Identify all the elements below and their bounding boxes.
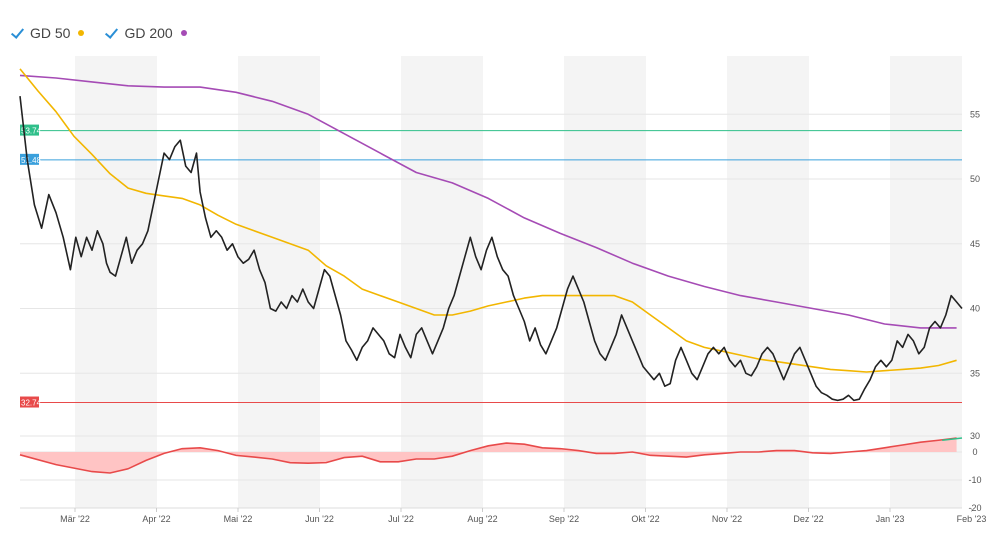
x-tick-label: Mär '22: [60, 514, 90, 524]
oscillator-line-tip: [942, 437, 963, 442]
x-tick-label: Feb '23: [957, 514, 987, 524]
level-label-box: [20, 124, 39, 136]
x-tick-label: Dez '22: [793, 514, 823, 524]
legend-item-gd50[interactable]: GD 50: [12, 25, 85, 41]
y-tick-label: 40: [970, 304, 980, 314]
y-tick-label: -10: [968, 475, 981, 485]
x-tick-label: Mai '22: [224, 514, 253, 524]
y-tick-label: 45: [970, 239, 980, 249]
legend: GD 50 GD 200: [12, 22, 187, 44]
y-tick-label: 50: [970, 174, 980, 184]
month-band: [75, 56, 157, 508]
month-band: [401, 56, 483, 508]
x-tick-label: Jan '23: [876, 514, 905, 524]
level-label: 51.48: [21, 156, 42, 165]
x-tick-label: Apr '22: [142, 514, 170, 524]
x-tick-label: Aug '22: [467, 514, 497, 524]
month-band: [727, 56, 809, 508]
oscillator-line: [19, 437, 957, 474]
x-tick-label: Sep '22: [549, 514, 579, 524]
month-band: [564, 56, 646, 508]
month-band: [890, 56, 962, 508]
month-band: [238, 56, 320, 508]
x-tick-label: Jul '22: [388, 514, 414, 524]
y-tick-label: 0: [972, 447, 977, 457]
gd200-line: [19, 74, 957, 329]
oscillator-area: [20, 438, 957, 473]
y-tick-label: 55: [970, 109, 980, 119]
legend-dot-gd50: [78, 30, 85, 36]
level-label: 32.74: [21, 399, 42, 408]
y-tick-label: 30: [970, 431, 980, 441]
legend-label-gd200: GD 200: [124, 25, 173, 41]
level-label-box: [20, 153, 39, 165]
price-line: [19, 96, 963, 402]
x-tick-label: Nov '22: [712, 514, 742, 524]
level-label-box: [20, 396, 39, 408]
legend-item-gd200[interactable]: GD 200: [106, 25, 187, 41]
x-tick-label: Jun '22: [305, 514, 334, 524]
level-label: 53.74: [21, 127, 42, 136]
legend-dot-gd200: [180, 30, 187, 36]
y-tick-label: 35: [970, 368, 980, 378]
gd50-line: [19, 68, 957, 373]
x-tick-label: Okt '22: [631, 514, 659, 524]
y-tick-label: -20: [968, 503, 981, 513]
legend-label-gd50: GD 50: [30, 25, 71, 41]
